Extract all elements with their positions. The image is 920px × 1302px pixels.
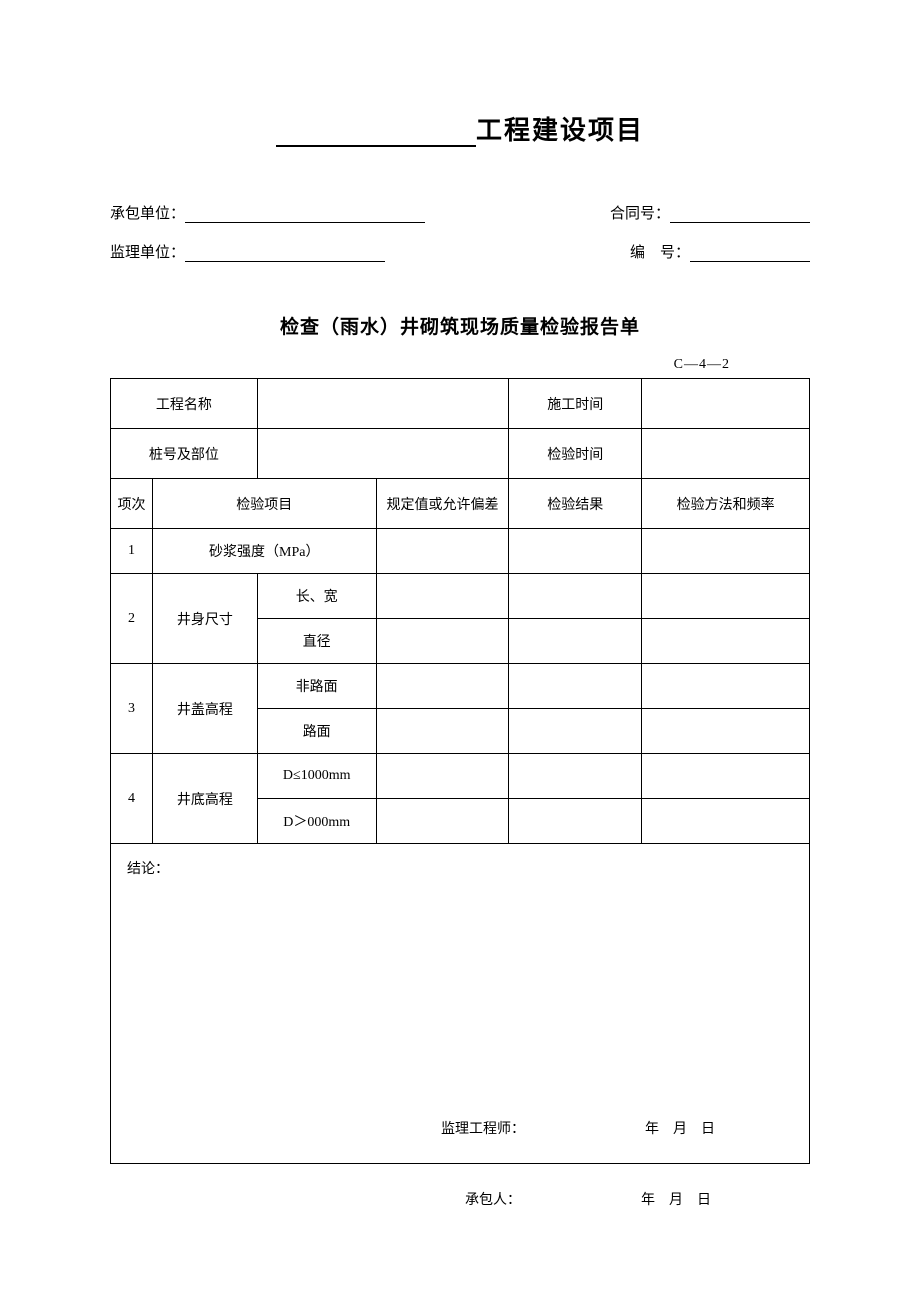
item4-sub2-method[interactable]	[642, 799, 810, 844]
contractor-field-group: 承包单位：	[110, 202, 425, 223]
item2-sub1-result[interactable]	[509, 574, 642, 619]
contractor-signature-row: 承包人： 年月日	[110, 1189, 810, 1209]
contract-no-blank[interactable]	[670, 207, 810, 224]
inspection-time-label-cell: 检验时间	[509, 429, 642, 479]
item1-name: 砂浆强度（MPa）	[152, 529, 376, 574]
table-row: 桩号及部位 检验时间	[111, 429, 810, 479]
col-spec-header: 规定值或允许偏差	[376, 479, 509, 529]
table-row: 2 井身尺寸 长、宽	[111, 574, 810, 619]
conclusion-cell[interactable]: 结论： 监理工程师： 年月日	[111, 844, 810, 1164]
main-title: 工程建设项目	[110, 110, 810, 147]
pile-position-value-cell[interactable]	[257, 429, 509, 479]
item4-sub2-result[interactable]	[509, 799, 642, 844]
item4-sub1-method[interactable]	[642, 754, 810, 799]
item2-seq: 2	[111, 574, 153, 664]
engineer-date: 年月日	[645, 1118, 729, 1138]
serial-no-label: 编 号：	[630, 241, 690, 262]
item4-seq: 4	[111, 754, 153, 844]
item4-sub2-spec[interactable]	[376, 799, 509, 844]
item4-sub1-result[interactable]	[509, 754, 642, 799]
item2-sub2-spec[interactable]	[376, 619, 509, 664]
item3-sub1-method[interactable]	[642, 664, 810, 709]
col-seq-header: 项次	[111, 479, 153, 529]
item2-sub2-method[interactable]	[642, 619, 810, 664]
table-row: 工程名称 施工时间	[111, 379, 810, 429]
supervisor-label: 监理单位：	[110, 241, 185, 262]
item2-name: 井身尺寸	[152, 574, 257, 664]
inspection-form-table: 工程名称 施工时间 桩号及部位 检验时间 项次 检验项目 规定值或允许偏差 检验…	[110, 378, 810, 1164]
item3-sub1: 非路面	[257, 664, 376, 709]
item4-sub1: D≤1000mm	[257, 754, 376, 799]
col-result-header: 检验结果	[509, 479, 642, 529]
supervisor-blank[interactable]	[185, 246, 385, 263]
item1-method[interactable]	[642, 529, 810, 574]
item4-sub1-spec[interactable]	[376, 754, 509, 799]
serial-no-blank[interactable]	[690, 246, 810, 263]
contractor-blank[interactable]	[185, 207, 425, 224]
item4-name: 井底高程	[152, 754, 257, 844]
item2-sub1-method[interactable]	[642, 574, 810, 619]
conclusion-label: 结论：	[127, 862, 169, 877]
col-item-header: 检验项目	[152, 479, 376, 529]
item2-sub1: 长、宽	[257, 574, 376, 619]
item2-sub2: 直径	[257, 619, 376, 664]
contract-no-label: 合同号：	[610, 202, 670, 223]
table-row: 4 井底高程 D≤1000mm	[111, 754, 810, 799]
item4-sub2: D＞000mm	[257, 799, 376, 844]
project-name-value-cell[interactable]	[257, 379, 509, 429]
item3-sub2-spec[interactable]	[376, 709, 509, 754]
item3-sub2-result[interactable]	[509, 709, 642, 754]
construction-time-value-cell[interactable]	[642, 379, 810, 429]
table-header-row: 项次 检验项目 规定值或允许偏差 检验结果 检验方法和频率	[111, 479, 810, 529]
contractor-sign-label: 承包人：	[465, 1189, 521, 1209]
item3-seq: 3	[111, 664, 153, 754]
item3-sub1-result[interactable]	[509, 664, 642, 709]
info-row-1: 承包单位： 合同号：	[110, 202, 810, 223]
item1-seq: 1	[111, 529, 153, 574]
item3-name: 井盖高程	[152, 664, 257, 754]
contract-no-field-group: 合同号：	[610, 202, 810, 223]
pile-position-label-cell: 桩号及部位	[111, 429, 258, 479]
project-name-blank[interactable]	[276, 118, 476, 147]
item3-sub2: 路面	[257, 709, 376, 754]
engineer-label: 监理工程师：	[441, 1118, 525, 1138]
item1-result[interactable]	[509, 529, 642, 574]
contractor-date: 年月日	[641, 1189, 725, 1209]
sub-title: 检查（雨水）井砌筑现场质量检验报告单	[110, 312, 810, 339]
construction-time-label-cell: 施工时间	[509, 379, 642, 429]
serial-no-field-group: 编 号：	[630, 241, 810, 262]
main-title-text: 工程建设项目	[476, 116, 644, 145]
form-code: C—4—2	[110, 357, 810, 373]
project-name-label-cell: 工程名称	[111, 379, 258, 429]
supervisor-field-group: 监理单位：	[110, 241, 385, 262]
item3-sub2-method[interactable]	[642, 709, 810, 754]
table-row: 1 砂浆强度（MPa）	[111, 529, 810, 574]
info-row-2: 监理单位： 编 号：	[110, 241, 810, 262]
col-method-header: 检验方法和频率	[642, 479, 810, 529]
item3-sub1-spec[interactable]	[376, 664, 509, 709]
table-row: 3 井盖高程 非路面	[111, 664, 810, 709]
item2-sub2-result[interactable]	[509, 619, 642, 664]
item2-sub1-spec[interactable]	[376, 574, 509, 619]
contractor-label: 承包单位：	[110, 202, 185, 223]
item1-spec[interactable]	[376, 529, 509, 574]
conclusion-signature-row: 监理工程师： 年月日	[111, 1118, 809, 1138]
inspection-time-value-cell[interactable]	[642, 429, 810, 479]
conclusion-row: 结论： 监理工程师： 年月日	[111, 844, 810, 1164]
